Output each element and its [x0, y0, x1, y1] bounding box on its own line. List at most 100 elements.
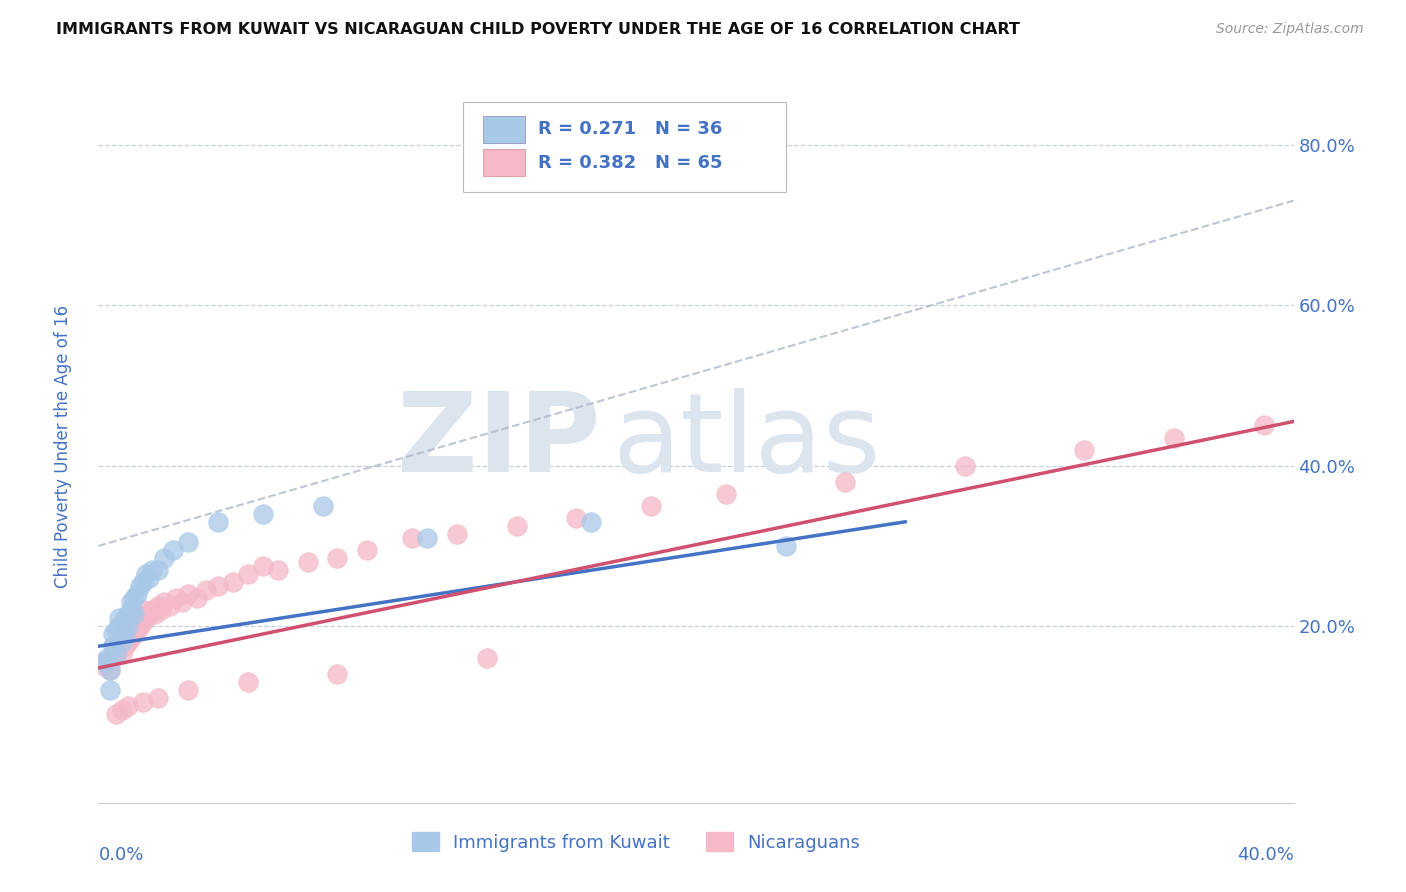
Point [114, 627, 136, 641]
Point [148, 563, 170, 577]
FancyBboxPatch shape [484, 116, 524, 143]
Point [96, 655, 118, 669]
Point [1163, 430, 1185, 444]
Point [640, 499, 662, 513]
Point [117, 619, 139, 633]
Point [252, 558, 274, 573]
Point [138, 571, 160, 585]
Point [311, 499, 333, 513]
Point [775, 539, 797, 553]
Text: 0.0%: 0.0% [98, 847, 143, 864]
Point [506, 518, 529, 533]
Point [132, 603, 155, 617]
Point [117, 619, 139, 633]
Point [127, 623, 149, 637]
Point [103, 639, 125, 653]
Point [108, 619, 131, 633]
Point [162, 542, 184, 557]
Point [135, 611, 157, 625]
Point [446, 526, 468, 541]
Point [129, 619, 152, 633]
Point [153, 595, 176, 609]
Text: R = 0.382   N = 65: R = 0.382 N = 65 [538, 153, 723, 171]
Point [111, 648, 134, 662]
Point [148, 691, 170, 706]
Point [105, 623, 128, 637]
Point [172, 595, 194, 609]
Point [124, 611, 146, 625]
Point [148, 599, 170, 614]
Point [195, 583, 218, 598]
Point [953, 458, 976, 473]
Point [117, 607, 139, 621]
Point [98, 664, 122, 678]
Point [108, 643, 131, 657]
Text: IMMIGRANTS FROM KUWAIT VS NICARAGUAN CHILD POVERTY UNDER THE AGE OF 16 CORRELATI: IMMIGRANTS FROM KUWAIT VS NICARAGUAN CHI… [56, 22, 1021, 37]
Point [236, 567, 259, 582]
Point [105, 648, 128, 662]
Point [177, 534, 200, 549]
Point [114, 611, 136, 625]
Point [177, 587, 200, 601]
Point [114, 623, 136, 637]
Point [103, 651, 125, 665]
Point [114, 639, 136, 653]
Point [117, 699, 139, 714]
Point [127, 587, 149, 601]
Point [105, 707, 128, 722]
Point [153, 551, 176, 566]
Point [120, 603, 142, 617]
Point [297, 555, 319, 569]
Point [103, 639, 125, 653]
Point [124, 591, 146, 606]
Text: ZIP: ZIP [396, 388, 600, 495]
Point [135, 567, 157, 582]
Point [111, 703, 134, 717]
Point [127, 607, 149, 621]
Point [141, 603, 163, 617]
Point [159, 599, 181, 614]
Legend: Immigrants from Kuwait, Nicaraguans: Immigrants from Kuwait, Nicaraguans [405, 825, 868, 859]
Point [105, 648, 128, 662]
Point [111, 635, 134, 649]
Point [111, 627, 134, 641]
Point [207, 515, 229, 529]
Point [475, 651, 498, 665]
Point [120, 595, 142, 609]
Point [108, 635, 131, 649]
Point [252, 507, 274, 521]
Point [98, 683, 122, 698]
Point [165, 591, 187, 606]
Point [401, 531, 423, 545]
Point [111, 623, 134, 637]
Point [416, 531, 439, 545]
Point [326, 551, 349, 566]
Point [150, 603, 173, 617]
Point [120, 615, 142, 630]
Point [356, 542, 378, 557]
Point [124, 627, 146, 641]
Point [117, 635, 139, 649]
Point [124, 607, 146, 621]
Point [93, 655, 115, 669]
Point [565, 510, 588, 524]
Point [236, 675, 259, 690]
Point [186, 591, 208, 606]
Point [1253, 418, 1275, 433]
Point [177, 683, 200, 698]
FancyBboxPatch shape [463, 102, 786, 193]
Point [141, 563, 163, 577]
Point [103, 627, 125, 641]
Text: Source: ZipAtlas.com: Source: ZipAtlas.com [1216, 22, 1364, 37]
Point [581, 515, 603, 529]
Point [132, 574, 155, 589]
Point [96, 651, 118, 665]
Point [207, 579, 229, 593]
Point [108, 611, 131, 625]
Point [834, 475, 856, 489]
Point [267, 563, 290, 577]
Point [222, 574, 245, 589]
FancyBboxPatch shape [484, 149, 524, 177]
Point [132, 696, 155, 710]
Text: Child Poverty Under the Age of 16: Child Poverty Under the Age of 16 [55, 304, 72, 588]
